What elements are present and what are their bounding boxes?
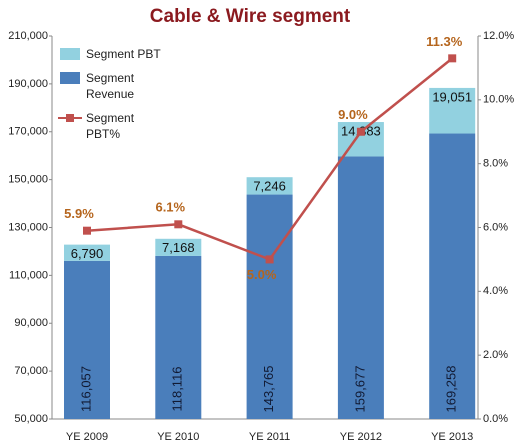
y2-tick-label: 6.0% (483, 221, 508, 233)
data-label: 9.0% (338, 107, 368, 122)
bar-segment (155, 255, 202, 419)
marker (174, 220, 183, 229)
y-tick-label: 210,000 (8, 30, 48, 42)
bar-segment (429, 87, 476, 134)
x-tick-label: YE 2012 (340, 431, 382, 443)
x-tick-label: YE 2011 (249, 431, 290, 443)
bar-segment (64, 244, 110, 261)
y2-tick-label: 4.0% (483, 285, 508, 297)
marker (356, 127, 365, 136)
data-label: 159,677 (352, 366, 367, 413)
y2-tick-label: 8.0% (483, 158, 508, 170)
bar-segment (246, 177, 293, 195)
y-tick-label: 130,000 (8, 221, 48, 233)
legend-item: Segment PBT% (58, 110, 170, 142)
data-label: 6,790 (71, 246, 104, 261)
bar-segment (337, 156, 384, 419)
legend-label: Segment PBT (86, 47, 161, 61)
legend-swatch (60, 72, 80, 84)
legend: Segment PBT Segment Revenue Segment PBT% (58, 42, 170, 150)
data-label: 19,051 (432, 89, 472, 104)
legend-item: Segment Revenue (58, 70, 170, 102)
data-label: 11.3% (426, 34, 463, 49)
data-label: 118,116 (170, 366, 185, 411)
y-tick-label: 170,000 (8, 126, 48, 138)
legend-swatch (58, 112, 82, 124)
legend-swatch (60, 48, 80, 60)
bar-segment (155, 238, 202, 256)
data-label: 116,057 (78, 366, 93, 412)
y-tick-label: 150,000 (8, 174, 48, 186)
x-tick-label: YE 2009 (66, 431, 108, 443)
x-tick-label: YE 2013 (431, 431, 473, 443)
legend-label: Segment Revenue (86, 71, 135, 101)
y2-tick-label: 12.0% (483, 30, 514, 42)
data-label: 169,258 (444, 366, 459, 413)
y-tick-label: 110,000 (9, 269, 48, 281)
marker (83, 226, 91, 235)
y-tick-label: 70,000 (14, 365, 48, 377)
y-tick-label: 50,000 (14, 413, 48, 425)
marker (448, 54, 457, 63)
data-label: 7,246 (253, 179, 286, 194)
marker (265, 255, 274, 264)
y2-tick-label: 0.0% (483, 413, 508, 425)
y-tick-label: 90,000 (14, 317, 48, 329)
legend-item: Segment PBT (58, 46, 170, 62)
data-label: 5.0% (247, 267, 277, 282)
data-label: 5.9% (64, 206, 94, 221)
legend-label: Segment PBT% (86, 111, 135, 141)
bar-segment (64, 260, 110, 419)
y2-tick-label: 10.0% (483, 94, 514, 106)
y2-tick-label: 2.0% (483, 349, 508, 361)
data-label: 6.1% (155, 200, 185, 215)
chart-title: Cable & Wire segment (150, 6, 351, 27)
data-label: 7,168 (162, 240, 195, 255)
y-tick-label: 190,000 (8, 78, 48, 90)
bar-segment (429, 133, 476, 419)
data-label: 143,765 (261, 366, 276, 413)
bar-segment (246, 194, 293, 419)
x-tick-label: YE 2010 (157, 431, 199, 443)
